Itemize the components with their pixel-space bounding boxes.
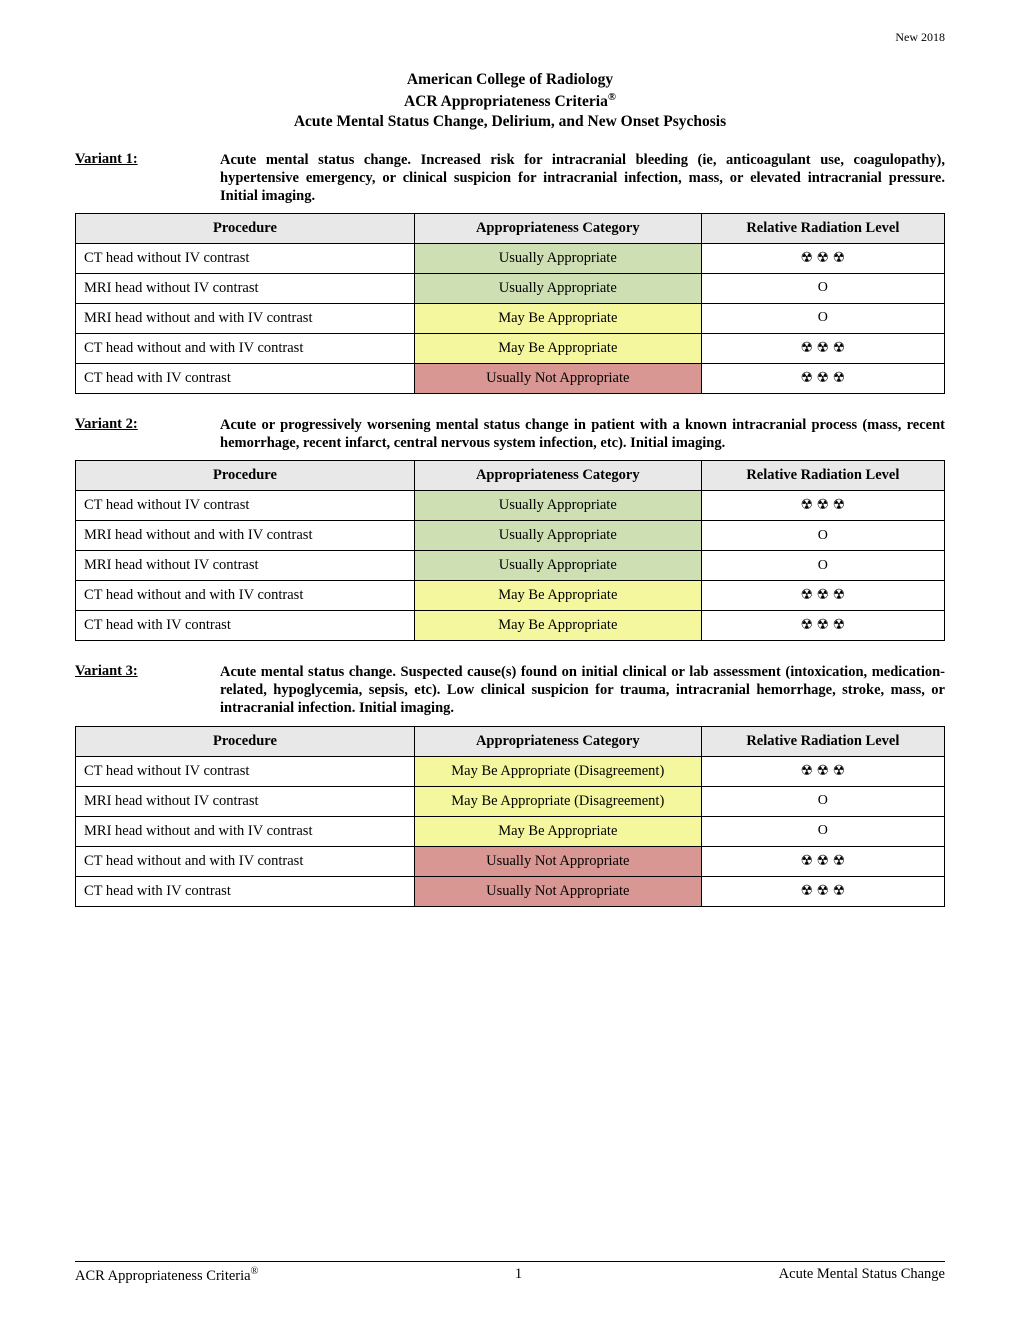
category-cell: Usually Appropriate [414, 521, 701, 551]
procedure-cell: CT head without and with IV contrast [76, 846, 415, 876]
category-cell: Usually Appropriate [414, 491, 701, 521]
table-row: CT head without and with IV contrastMay … [76, 581, 945, 611]
variant-description: Acute mental status change. Suspected ca… [220, 663, 945, 717]
table-header-radiation: Relative Radiation Level [701, 213, 944, 243]
variant-description: Acute or progressively worsening mental … [220, 416, 945, 452]
header-line3: Acute Mental Status Change, Delirium, an… [75, 112, 945, 132]
procedure-cell: MRI head without and with IV contrast [76, 303, 415, 333]
category-cell: May Be Appropriate (Disagreement) [414, 756, 701, 786]
table-header-procedure: Procedure [76, 213, 415, 243]
footer-right: Acute Mental Status Change [779, 1266, 945, 1285]
procedure-cell: CT head without IV contrast [76, 243, 415, 273]
table-row: CT head without and with IV contrastMay … [76, 333, 945, 363]
radiation-cell: ☢ ☢ ☢ [701, 756, 944, 786]
category-cell: Usually Not Appropriate [414, 363, 701, 393]
variant-description: Acute mental status change. Increased ri… [220, 151, 945, 205]
table-row: CT head with IV contrastUsually Not Appr… [76, 876, 945, 906]
table-header-category: Appropriateness Category [414, 726, 701, 756]
category-cell: Usually Appropriate [414, 551, 701, 581]
footer-left-pre: ACR Appropriateness Criteria [75, 1268, 251, 1284]
category-cell: Usually Appropriate [414, 243, 701, 273]
table-row: CT head without IV contrastUsually Appro… [76, 491, 945, 521]
header-line1: American College of Radiology [75, 70, 945, 90]
radiation-cell: ☢ ☢ ☢ [701, 846, 944, 876]
radiation-cell: ☢ ☢ ☢ [701, 611, 944, 641]
table-row: MRI head without IV contrastMay Be Appro… [76, 786, 945, 816]
variant-label: Variant 1: [75, 151, 220, 205]
procedure-cell: CT head without IV contrast [76, 756, 415, 786]
footer-page-number: 1 [515, 1266, 522, 1285]
footer-left: ACR Appropriateness Criteria® [75, 1266, 258, 1285]
header-line2-pre: ACR Appropriateness Criteria [404, 93, 608, 110]
table-row: CT head without IV contrastUsually Appro… [76, 243, 945, 273]
procedure-cell: CT head with IV contrast [76, 876, 415, 906]
category-cell: May Be Appropriate [414, 611, 701, 641]
table-row: CT head without and with IV contrastUsua… [76, 846, 945, 876]
footer-registered: ® [251, 1266, 259, 1277]
procedure-cell: CT head without and with IV contrast [76, 333, 415, 363]
category-cell: Usually Appropriate [414, 273, 701, 303]
table-header-category: Appropriateness Category [414, 213, 701, 243]
radiation-cell: O [701, 816, 944, 846]
radiation-cell: O [701, 521, 944, 551]
category-cell: Usually Not Appropriate [414, 876, 701, 906]
header-registered: ® [608, 91, 616, 103]
procedure-cell: MRI head without and with IV contrast [76, 521, 415, 551]
category-cell: May Be Appropriate [414, 333, 701, 363]
variant-block: Variant 2:Acute or progressively worseni… [75, 416, 945, 452]
radiation-cell: ☢ ☢ ☢ [701, 333, 944, 363]
table-header-category: Appropriateness Category [414, 461, 701, 491]
radiation-cell: O [701, 786, 944, 816]
procedure-cell: MRI head without IV contrast [76, 551, 415, 581]
table-header-radiation: Relative Radiation Level [701, 461, 944, 491]
radiation-cell: ☢ ☢ ☢ [701, 876, 944, 906]
table-header-procedure: Procedure [76, 461, 415, 491]
radiation-cell: ☢ ☢ ☢ [701, 363, 944, 393]
category-cell: May Be Appropriate [414, 816, 701, 846]
variant-block: Variant 3:Acute mental status change. Su… [75, 663, 945, 717]
procedure-cell: MRI head without IV contrast [76, 786, 415, 816]
category-cell: May Be Appropriate [414, 303, 701, 333]
header-line2: ACR Appropriateness Criteria® [75, 90, 945, 112]
table-row: MRI head without and with IV contrastMay… [76, 303, 945, 333]
radiation-cell: O [701, 273, 944, 303]
procedure-cell: CT head without and with IV contrast [76, 581, 415, 611]
variant-label: Variant 3: [75, 663, 220, 717]
document-header: American College of Radiology ACR Approp… [75, 70, 945, 133]
criteria-table: ProcedureAppropriateness CategoryRelativ… [75, 726, 945, 907]
variant-block: Variant 1:Acute mental status change. In… [75, 151, 945, 205]
criteria-table: ProcedureAppropriateness CategoryRelativ… [75, 213, 945, 394]
category-cell: Usually Not Appropriate [414, 846, 701, 876]
criteria-table: ProcedureAppropriateness CategoryRelativ… [75, 460, 945, 641]
category-cell: May Be Appropriate [414, 581, 701, 611]
page-footer: ACR Appropriateness Criteria® 1 Acute Me… [75, 1261, 945, 1285]
variant-label: Variant 2: [75, 416, 220, 452]
table-row: CT head with IV contrastUsually Not Appr… [76, 363, 945, 393]
category-cell: May Be Appropriate (Disagreement) [414, 786, 701, 816]
radiation-cell: ☢ ☢ ☢ [701, 243, 944, 273]
procedure-cell: MRI head without and with IV contrast [76, 816, 415, 846]
radiation-cell: ☢ ☢ ☢ [701, 491, 944, 521]
procedure-cell: CT head without IV contrast [76, 491, 415, 521]
procedure-cell: CT head with IV contrast [76, 611, 415, 641]
table-row: CT head without IV contrastMay Be Approp… [76, 756, 945, 786]
table-row: MRI head without and with IV contrastMay… [76, 816, 945, 846]
table-row: MRI head without and with IV contrastUsu… [76, 521, 945, 551]
radiation-cell: ☢ ☢ ☢ [701, 581, 944, 611]
radiation-cell: O [701, 303, 944, 333]
table-row: CT head with IV contrastMay Be Appropria… [76, 611, 945, 641]
table-row: MRI head without IV contrastUsually Appr… [76, 273, 945, 303]
table-row: MRI head without IV contrastUsually Appr… [76, 551, 945, 581]
table-header-procedure: Procedure [76, 726, 415, 756]
procedure-cell: CT head with IV contrast [76, 363, 415, 393]
table-header-radiation: Relative Radiation Level [701, 726, 944, 756]
procedure-cell: MRI head without IV contrast [76, 273, 415, 303]
radiation-cell: O [701, 551, 944, 581]
new-tag: New 2018 [75, 30, 945, 45]
